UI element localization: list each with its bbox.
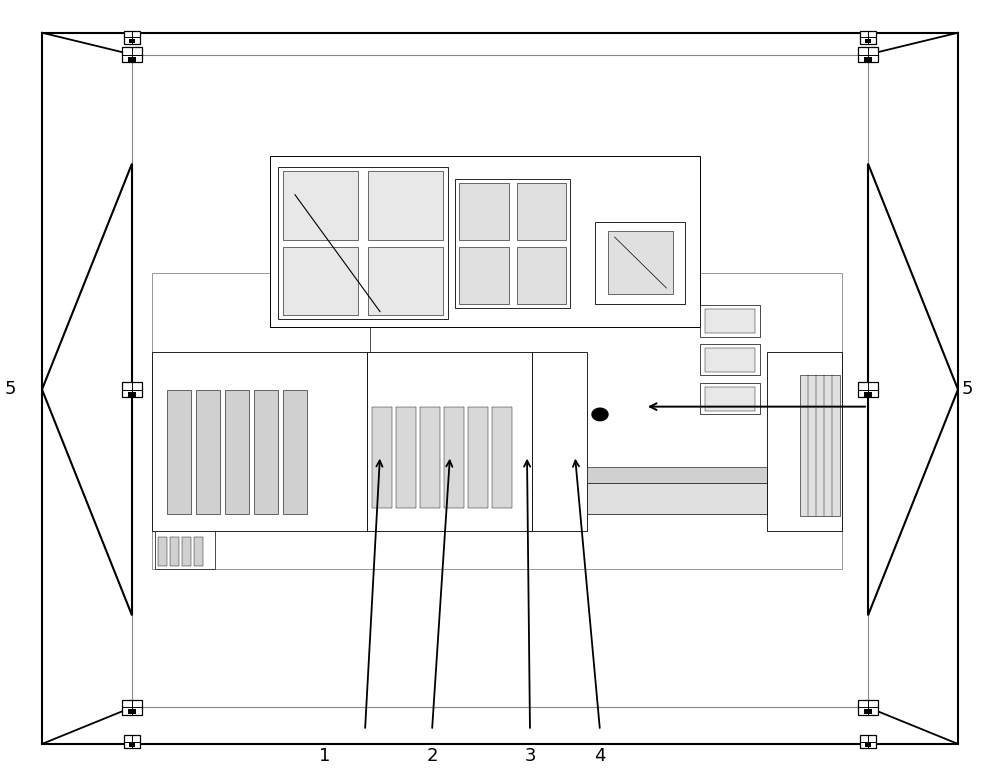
Text: 3: 3 [524, 746, 536, 765]
Bar [367, 352, 532, 531]
Bar [468, 407, 488, 508]
Bar [864, 57, 872, 62]
Bar [517, 248, 566, 304]
Bar [455, 179, 570, 308]
Bar [132, 55, 868, 707]
Bar [705, 387, 755, 411]
Bar [170, 537, 179, 566]
Bar [608, 231, 673, 294]
Bar [705, 348, 755, 372]
Bar [459, 183, 509, 240]
Bar [124, 735, 140, 748]
Bar [864, 392, 872, 397]
Text: 5: 5 [5, 380, 16, 399]
Bar [152, 273, 842, 569]
Bar [860, 31, 876, 44]
Bar [283, 171, 358, 240]
Bar [270, 156, 700, 327]
Circle shape [592, 408, 608, 421]
Bar [595, 222, 685, 304]
Bar [858, 382, 878, 397]
Bar [459, 248, 509, 304]
Bar [368, 171, 443, 240]
Bar [155, 531, 215, 569]
Bar [420, 407, 440, 508]
Bar [587, 467, 767, 483]
Bar [700, 383, 760, 414]
Bar [517, 183, 566, 240]
Bar [396, 407, 416, 508]
Bar [128, 57, 136, 62]
Bar [182, 537, 191, 566]
Bar [129, 39, 135, 43]
Text: 1: 1 [319, 746, 331, 765]
Bar [700, 305, 760, 337]
Bar [700, 344, 760, 375]
Text: 5: 5 [962, 380, 974, 399]
Text: 2: 2 [426, 746, 438, 765]
Bar [865, 743, 871, 747]
Bar [532, 352, 587, 531]
Bar [225, 390, 249, 514]
Bar [283, 248, 358, 315]
Bar [865, 39, 871, 43]
Bar [858, 700, 878, 715]
Text: 4: 4 [594, 746, 606, 765]
Bar [372, 407, 392, 508]
Bar [129, 743, 135, 747]
Bar [800, 375, 840, 516]
Bar [278, 167, 448, 319]
Bar [492, 407, 512, 508]
Bar [122, 382, 142, 397]
Bar [196, 390, 220, 514]
Bar [368, 248, 443, 315]
Bar [767, 352, 842, 531]
Bar [167, 390, 191, 514]
Bar [122, 47, 142, 62]
Bar [444, 407, 464, 508]
Bar [864, 710, 872, 714]
Bar [194, 537, 203, 566]
Bar [122, 700, 142, 715]
Bar [705, 309, 755, 333]
Bar [128, 710, 136, 714]
Bar [152, 352, 367, 531]
Bar [860, 735, 876, 748]
Bar [124, 31, 140, 44]
Bar [158, 537, 167, 566]
Bar [283, 390, 307, 514]
Bar [254, 390, 278, 514]
Bar [587, 483, 767, 514]
Bar [858, 47, 878, 62]
Bar [128, 392, 136, 397]
